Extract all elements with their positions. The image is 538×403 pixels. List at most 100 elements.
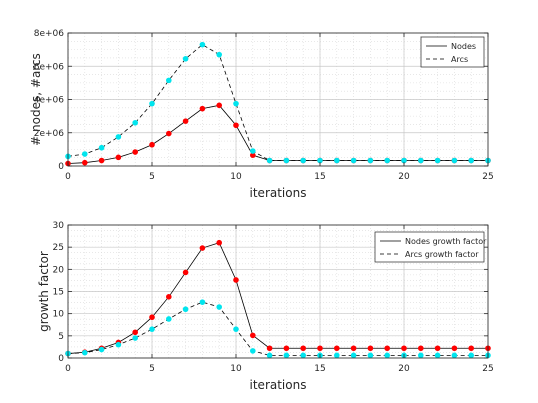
- data-point: [367, 352, 374, 359]
- x-tick-label: 0: [65, 364, 71, 374]
- data-point: [98, 346, 105, 353]
- data-point: [216, 239, 222, 246]
- data-point: [199, 105, 206, 112]
- y-tick-label: 0: [58, 354, 64, 364]
- data-point: [182, 306, 189, 313]
- data-point: [451, 345, 458, 352]
- series-line-2: [67, 301, 488, 356]
- data-point: [216, 102, 222, 109]
- legend-label-2: Arcs growth factor: [405, 250, 479, 259]
- data-point: [132, 119, 138, 126]
- y-axis-label: # nodes, #arcs: [29, 53, 43, 146]
- data-point: [266, 157, 273, 164]
- data-point: [166, 316, 172, 322]
- data-point: [367, 345, 374, 352]
- data-point: [250, 148, 256, 154]
- y-tick-label: 2e+06: [34, 129, 65, 139]
- data-point: [384, 157, 391, 164]
- data-point: [166, 130, 172, 137]
- data-point: [266, 352, 273, 359]
- data-point: [216, 304, 222, 310]
- data-point: [266, 345, 273, 352]
- x-tick-label: 15: [314, 172, 325, 182]
- data-point: [334, 157, 340, 164]
- y-tick-label: 6e+06: [34, 62, 65, 72]
- data-point: [468, 352, 475, 359]
- x-tick-label: 0: [65, 172, 71, 182]
- data-point: [149, 100, 155, 107]
- legend-label-1: Nodes: [451, 42, 476, 51]
- data-point: [149, 326, 155, 332]
- y-tick-label: 0: [58, 162, 64, 172]
- data-point: [216, 51, 222, 58]
- x-tick-label: 5: [149, 172, 155, 182]
- data-point: [384, 352, 391, 359]
- data-point: [149, 141, 155, 148]
- y-tick-label: 25: [53, 243, 64, 253]
- data-point: [199, 245, 206, 251]
- series-markers-2: [65, 41, 491, 164]
- legend-box: [374, 231, 485, 263]
- x-tick-label: 15: [314, 364, 325, 374]
- y-tick-label: 5: [58, 332, 64, 342]
- data-point: [115, 134, 122, 140]
- data-point: [434, 345, 441, 352]
- data-point: [317, 345, 323, 352]
- data-point: [98, 157, 105, 164]
- data-point: [401, 157, 407, 164]
- data-point: [250, 348, 256, 354]
- data-point: [233, 100, 239, 107]
- data-point: [434, 157, 441, 164]
- data-point: [149, 314, 155, 321]
- data-point: [233, 122, 239, 129]
- data-point: [98, 144, 105, 151]
- legend-label-1: Nodes growth factor: [405, 237, 487, 246]
- data-point: [418, 157, 424, 164]
- data-point: [132, 149, 138, 155]
- x-tick-label: 20: [398, 172, 410, 182]
- x-tick-label: 10: [230, 364, 242, 374]
- legend-label-2: Arcs: [451, 55, 468, 64]
- data-point: [334, 345, 340, 352]
- data-point: [250, 332, 256, 339]
- data-point: [199, 299, 206, 305]
- data-point: [250, 152, 256, 158]
- x-tick-label: 10: [230, 172, 242, 182]
- x-tick-label: 5: [149, 364, 155, 374]
- legend-box: [420, 36, 485, 68]
- data-point: [82, 159, 88, 166]
- data-point: [283, 352, 290, 359]
- data-point: [418, 345, 424, 352]
- data-point: [82, 151, 88, 157]
- data-point: [199, 41, 206, 48]
- data-point: [451, 352, 458, 359]
- chart-2: 0 5 10 15 20 25 0 5 10 15 20 25 30 iterations growth f…: [37, 221, 494, 392]
- data-point: [132, 335, 138, 341]
- data-point: [233, 326, 239, 332]
- data-point: [283, 345, 290, 352]
- data-point: [418, 352, 424, 359]
- y-tick-label: 20: [53, 265, 65, 275]
- x-axis-label: iterations: [250, 378, 307, 392]
- x-axis-label: iterations: [250, 186, 307, 200]
- data-point: [300, 352, 307, 359]
- data-point: [233, 277, 239, 283]
- data-point: [166, 294, 172, 300]
- x-tick-label: 25: [482, 364, 493, 374]
- data-point: [350, 157, 357, 164]
- data-point: [182, 118, 189, 124]
- legend: Nodes growth factor Arcs growth factor: [374, 231, 487, 263]
- data-point: [82, 349, 88, 356]
- chart-1: 0 5 10 15 20 25 0 2e+06 4e+06 6e+06 8e+06 iteration…: [29, 29, 494, 200]
- y-axis-label: growth factor: [37, 251, 51, 332]
- data-point: [468, 157, 475, 164]
- data-point: [451, 157, 458, 164]
- legend: Nodes Arcs: [420, 36, 485, 68]
- data-point: [434, 352, 441, 359]
- data-point: [115, 154, 122, 161]
- data-point: [468, 345, 475, 352]
- x-tick-label: 25: [482, 172, 493, 182]
- y-tick-label: 15: [53, 288, 64, 298]
- data-point: [283, 157, 290, 164]
